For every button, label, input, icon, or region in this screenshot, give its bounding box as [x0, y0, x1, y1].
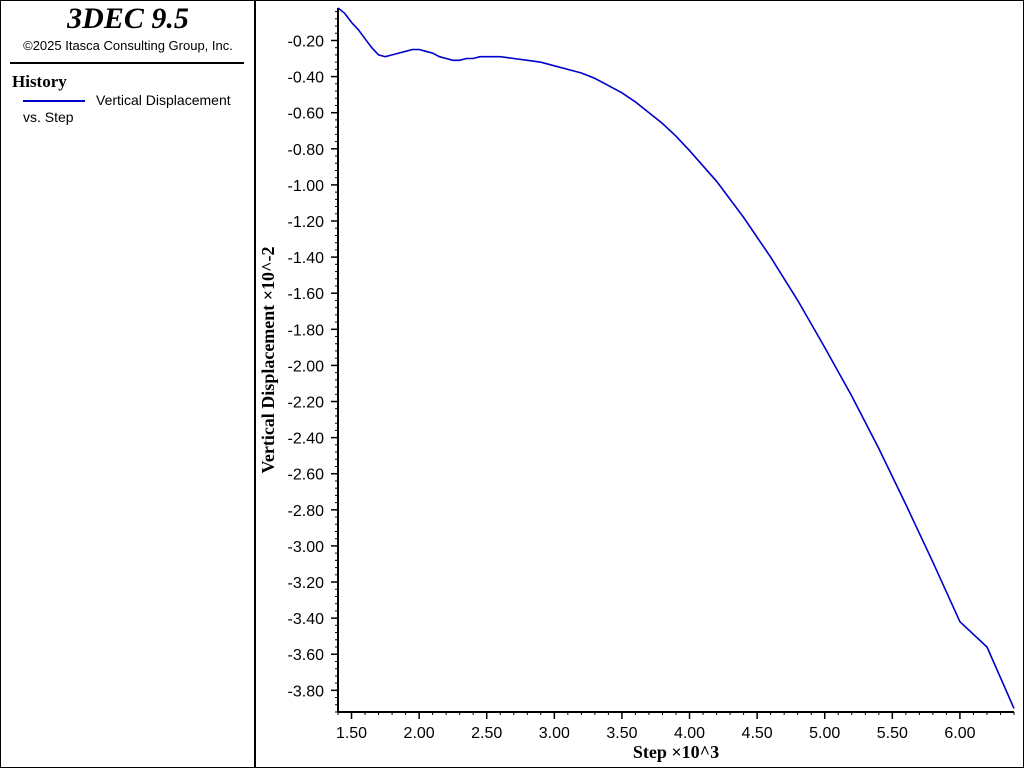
y-tick-label: -3.40: [288, 611, 325, 628]
chart-ticks: -0.20 -0.40 -0.60 -0.80 -1.00 -1.20 -1.40 -1.60…: [288, 11, 1015, 742]
y-tick-label: -1.40: [288, 250, 325, 267]
y-tick-label: -3.00: [288, 539, 325, 556]
y-tick-label: -2.20: [288, 395, 325, 412]
legend-panel: 3DEC 9.5 ©2025 Itasca Consulting Group, …: [0, 0, 256, 768]
y-tick-label: -0.60: [288, 106, 325, 123]
copyright-text: ©2025 Itasca Consulting Group, Inc.: [23, 38, 233, 53]
y-tick-label: -0.40: [288, 70, 325, 87]
x-tick-label: 2.50: [471, 725, 502, 742]
y-tick-label: -1.20: [288, 214, 325, 231]
legend-series-swatch: [23, 100, 85, 102]
y-tick-label: -2.40: [288, 431, 325, 448]
y-tick-label: -1.00: [288, 178, 325, 195]
x-axis-title: Step ×10^3: [633, 742, 719, 762]
series-line-vertical-displacement: [337, 7, 1015, 709]
history-heading: History: [12, 72, 67, 91]
legend-series-suffix: vs. Step: [23, 109, 74, 125]
divider: [10, 62, 244, 64]
x-tick-label: 3.00: [539, 725, 570, 742]
x-tick-label: 4.00: [674, 725, 705, 742]
app-title: 3DEC 9.5: [67, 2, 189, 35]
x-tick-label: 5.50: [877, 725, 908, 742]
x-tick-label: 6.00: [944, 725, 975, 742]
y-tick-label: -2.80: [288, 503, 325, 520]
y-tick-label: -3.60: [288, 647, 325, 664]
x-tick-label: 3.50: [606, 725, 637, 742]
x-tick-label: 2.00: [404, 725, 435, 742]
y-tick-label: -1.60: [288, 286, 325, 303]
y-axis-title: Vertical Displacement ×10^-2: [258, 246, 278, 473]
x-tick-label: 5.00: [809, 725, 840, 742]
chart-axes: [337, 8, 1014, 713]
legend-series-name: Vertical Displacement: [96, 92, 231, 108]
y-tick-label: -0.80: [288, 142, 325, 159]
x-tick-label: 1.50: [336, 725, 367, 742]
y-tick-label: -2.00: [288, 358, 325, 375]
x-tick-label: 4.50: [742, 725, 773, 742]
y-tick-label: -0.20: [288, 33, 325, 50]
y-tick-label: -1.80: [288, 322, 325, 339]
y-tick-label: -2.60: [288, 467, 325, 484]
y-tick-label: -3.80: [288, 683, 325, 700]
y-tick-label: -3.20: [288, 575, 325, 592]
